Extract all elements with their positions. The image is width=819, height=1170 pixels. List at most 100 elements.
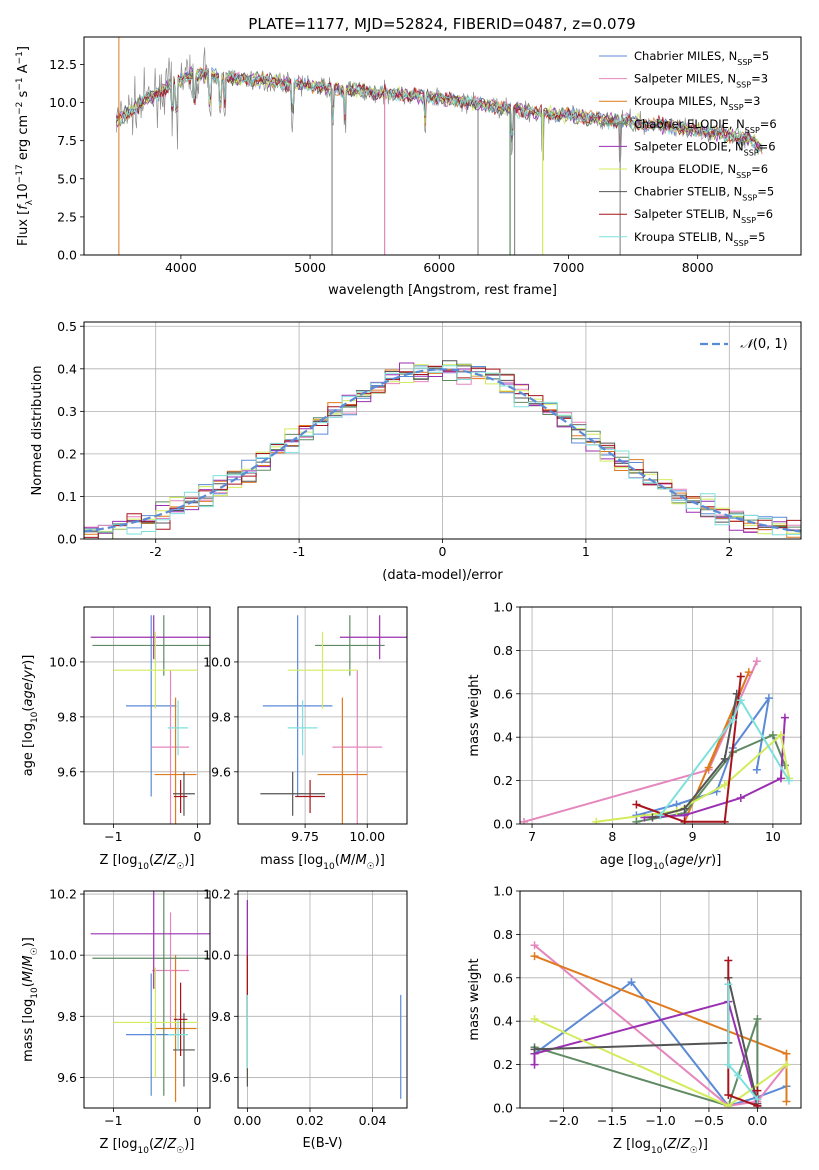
y-tick-label: 0.1 [57,489,77,504]
legend-label-tail: =3 [751,72,768,86]
weight-point-marker [753,1086,762,1095]
x-tick-label: 9 [689,829,697,844]
x-tick-label: 10.00 [349,829,385,844]
weight-point-marker [724,1060,733,1069]
weight-point-marker [530,1015,539,1024]
weight-point-marker [776,774,785,783]
weight-series-line [727,984,759,1100]
label-part: Z [log [613,1137,651,1152]
x-axis-label: Z [log10(Z/Z☉)] [100,1137,195,1156]
residuals-axes: -2 -1 0 1 2 0.0 0.1 0.2 0.3 0.4 0.5 𝒩(0, 1) (data-mo… [30,319,802,583]
label-part: M [21,955,36,966]
label-part: Z [log [100,853,138,868]
label-part: mass [log [21,999,36,1062]
weight-point-marker [728,715,737,724]
weight-series-line [652,693,738,819]
axes-frame [519,890,802,1109]
weight-point-marker [720,780,729,789]
weight-point-marker [782,1049,791,1058]
x-tick-label: 8 [608,829,616,844]
legend-label: Kroupa STELIB, NSSP=5 [634,230,765,248]
error-bars [260,615,407,824]
label-part: ( [335,853,340,868]
legend-label-tail: =5 [749,230,766,244]
weight-series-line [636,697,770,817]
y-tick-label: 0.4 [493,1014,513,1029]
y-tick-label: 10.2 [203,887,231,902]
label-part: M [21,971,36,982]
label-part: −1 [15,51,25,64]
y-tick-label: 9.6 [57,1070,77,1085]
label-part: ( [21,982,36,987]
x-axis-label: Z [log10(Z/Z☉)] [613,1137,708,1156]
label-part: 10 [137,862,149,872]
weight-series-line [523,660,758,823]
legend-label-sub: SSP [734,238,749,247]
y-tick-label: 0.3 [57,404,77,419]
x-tick-label: 0.02 [296,1113,324,1128]
weight-point-marker [648,813,657,822]
weight-series-line [659,698,790,816]
model-spectrum-line [116,68,763,154]
label-part: yr [21,663,36,679]
y-tick-label: 9.8 [211,709,231,724]
weight-lines [520,657,793,824]
label-part: ☉ [367,862,375,872]
legend-label: Salpeter ELODIE, NSSP=6 [634,139,776,157]
legend-label: Salpeter STELIB, NSSP=6 [634,207,773,225]
x-tick-label: -1 [293,544,305,559]
label-part: f [16,203,31,210]
histogram-step-line [84,360,801,534]
spectrum-lines [115,37,763,255]
y-tick-label: 9.8 [57,1009,77,1024]
figure-title: PLATE=1177, MJD=52824, FIBERID=0487, z=0… [248,15,635,33]
legend-label-sub: SSP [737,58,752,67]
axes-frame [237,890,408,1109]
weight-point-marker [724,980,733,989]
label-part: (0, 1) [753,337,788,352]
legend-label-base: Kroupa MILES, N [634,94,729,108]
label-part: M [355,853,366,868]
label-part: ☉ [30,947,40,955]
legend-label-tail: =5 [752,49,769,63]
y-axis-label: Normed distribution [30,366,45,496]
weight-lines [530,941,791,1108]
legend-label: Salpeter MILES, NSSP=3 [634,72,768,90]
label-part: / [163,1137,168,1152]
weight-point-marker [744,668,753,677]
weight-point-marker [776,731,785,740]
label-part: )] [184,1137,194,1152]
legend-label-tail: =6 [751,162,768,176]
y-tick-label: 0.0 [493,1101,513,1116]
label-part: ( [662,1137,667,1152]
weight-series-line [534,977,759,1104]
y-tick-label: 0.0 [57,248,77,263]
error-bars [246,900,402,1099]
label-part: 10 [30,987,40,999]
error-bars [90,891,210,1102]
weight-point-marker [592,817,601,824]
label-part: mass [log [260,853,323,868]
y-tick-label: 0.2 [493,1057,513,1072]
x-tick-label: 0.04 [359,1113,387,1128]
label-part: λ [25,199,35,205]
spectrum-axes: 4000 5000 6000 7000 8000 0.0 2.5 5.0 7.5 10.0 12.5… [15,36,802,298]
y-tick-label: 10.2 [49,887,77,902]
mass-vs-Z-axes: −1 09.69.810.010.2Z [log10(Z/Z☉)]mass [lo… [21,887,211,1156]
y-axis-label: age [log10(age/yr)] [21,655,40,777]
label-part: Z [166,853,177,868]
legend-label-tail: =6 [760,117,777,131]
x-axis-label: mass [log10(M/M☉)] [260,853,385,872]
legend-label-tail: =3 [744,94,761,108]
label-part: 10 [323,862,335,872]
x-tick-label: 0 [439,544,447,559]
y-tick-label: 0.0 [493,817,513,832]
x-axis-label: Z [log10(Z/Z☉)] [100,853,195,872]
x-tick-label: 9.75 [291,829,319,844]
legend-label: Kroupa ELODIE, NSSP=6 [634,162,768,180]
y-tick-label: 9.6 [57,764,77,779]
x-tick-label: 7000 [553,260,585,275]
weight-point-marker [734,1071,743,1080]
weight-point-marker [530,1045,539,1054]
